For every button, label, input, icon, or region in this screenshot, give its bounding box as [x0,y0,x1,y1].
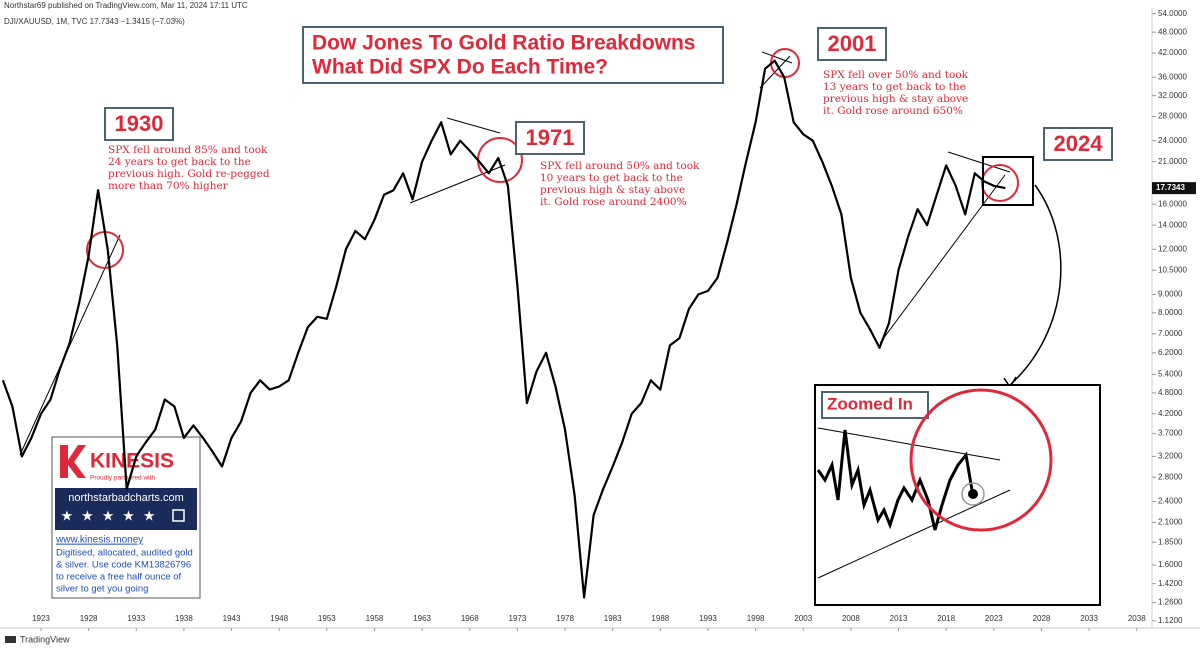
y-tick-label: 5.4000 [1158,370,1183,379]
x-tick-label: 2033 [1080,614,1098,623]
y-tick-label: 3.7000 [1158,429,1183,438]
ad-brand: KINESIS [90,450,174,473]
x-tick-label: 1983 [604,614,622,623]
price-tag [1152,182,1196,195]
y-tick-label: 1.4200 [1158,579,1183,588]
x-tick-label: 1993 [699,614,717,623]
header: Northstar69 published on TradingView.com… [4,1,248,10]
ad-text: silver to get you going [56,584,148,595]
x-tick-label: 2038 [1128,614,1146,623]
ad-tagline: Proudly partnered with [90,475,155,482]
chart-title: Dow Jones To Gold Ratio Breakdowns [312,32,696,55]
annotation-text: previous high & stay above [823,93,968,105]
inset: Zoomed In [814,384,1101,606]
y-tick-label: 2.8000 [1158,472,1183,481]
annotation-year: 1971 [526,125,575,150]
y-tick-label: 2.4000 [1158,497,1183,506]
x-tick-label: 1963 [413,614,431,623]
y-tick-label: 4.2000 [1158,409,1183,418]
drawings [19,48,1062,456]
x-tick-label: 1953 [318,614,336,623]
chart-title: What Did SPX Do Each Time? [312,56,608,79]
y-tick-label: 21.0000 [1158,157,1187,166]
x-tick-label: 2023 [985,614,1003,623]
annotation-box [515,121,585,155]
y-tick-label: 24.0000 [1158,136,1187,145]
ad-text: Digitised, allocated, audited gold [56,548,193,559]
annotation-box [817,27,887,61]
annotation-box [104,107,174,141]
x-tick-label: 1928 [80,614,98,623]
ad-text: & silver. Use code KM13826796 [56,560,191,571]
annotation-text: more than 70% higher [108,180,229,192]
x-tick-label: 1948 [270,614,288,623]
annotation-text: SPX fell around 85% and took [108,144,268,156]
y-tick-label: 14.0000 [1158,220,1187,229]
y-tick-label: 1.2600 [1158,598,1183,607]
annotation-year: 2024 [1054,131,1104,156]
x-tick-label: 2008 [842,614,860,623]
y-tick-label: 54.0000 [1158,9,1187,18]
x-tick-label: 1938 [175,614,193,623]
x-tick-label: 1943 [223,614,241,623]
x-tick-label: 1933 [127,614,145,623]
annotation-year: 1930 [115,111,164,136]
y-tick-label: 32.0000 [1158,91,1187,100]
annotation-box [1043,127,1113,161]
annotation-text: 10 years to get back to the [540,172,683,184]
x-tick-label: 1998 [747,614,765,623]
x-tick-label: 2003 [794,614,812,623]
x-tick-label: 2018 [937,614,955,623]
x-tick-label: 1958 [366,614,384,623]
y-tick-label: 1.8500 [1158,537,1183,546]
svg-text:★★★★★: ★★★★★ [61,508,164,524]
x-tick-label: 1988 [651,614,669,623]
y-tick-label: 12.0000 [1158,244,1187,253]
y-tick-label: 2.1000 [1158,517,1183,526]
price-line [1,59,1006,599]
annotation-text: SPX fell around 50% and took [540,160,700,172]
y-tick-label: 1.1200 [1158,616,1183,625]
y-tick-label: 28.0000 [1158,112,1187,121]
annotation-text: it. Gold rose around 650% [823,105,963,117]
annotation-text: previous high & stay above [540,184,685,196]
annotation-year: 2001 [828,31,877,56]
y-tick-label: 9.0000 [1158,289,1183,298]
annotation-text: 13 years to get back to the [823,81,966,93]
symbol: DJI/XAUUSD, 1M, TVC 17.7343 −1.3415 (−7.… [4,17,185,26]
x-tick-label: 2028 [1033,614,1051,623]
price-tag-label: 17.7343 [1156,183,1185,192]
ad-text: to receive a free half ounce of [56,572,182,583]
y-tick-label: 4.8000 [1158,388,1183,397]
x-tick-label: 1923 [32,614,50,623]
x-tick-label: 1968 [461,614,479,623]
y-tick-label: 6.2000 [1158,348,1183,357]
annotation-text: SPX fell over 50% and took [823,69,969,81]
title-box [302,26,724,84]
y-tick-label: 48.0000 [1158,27,1187,36]
annotation-text: 24 years to get back to the [108,156,251,168]
annotation-text: previous high. Gold re-pegged [108,168,270,180]
footer: TradingView [20,634,70,644]
y-tick-label: 36.0000 [1158,72,1187,81]
inset-label: Zoomed In [827,394,913,413]
annotation-text: it. Gold rose around 2400% [540,196,687,208]
y-tick-label: 3.2000 [1158,451,1183,460]
footer-logo [5,636,16,643]
y-tick-label: 8.0000 [1158,308,1183,317]
x-tick-label: 2013 [890,614,908,623]
y-tick-label: 16.0000 [1158,199,1187,208]
y-tick-label: 42.0000 [1158,48,1187,57]
y-tick-label: 1.6000 [1158,560,1183,569]
x-tick-label: 1973 [509,614,527,623]
y-tick-label: 10.5000 [1158,265,1187,274]
ad-url: www.kinesis.money [55,535,143,546]
x-tick-label: 1978 [556,614,574,623]
ad-site: northstarbadcharts.com [68,492,184,504]
y-tick-label: 7.0000 [1158,329,1183,338]
